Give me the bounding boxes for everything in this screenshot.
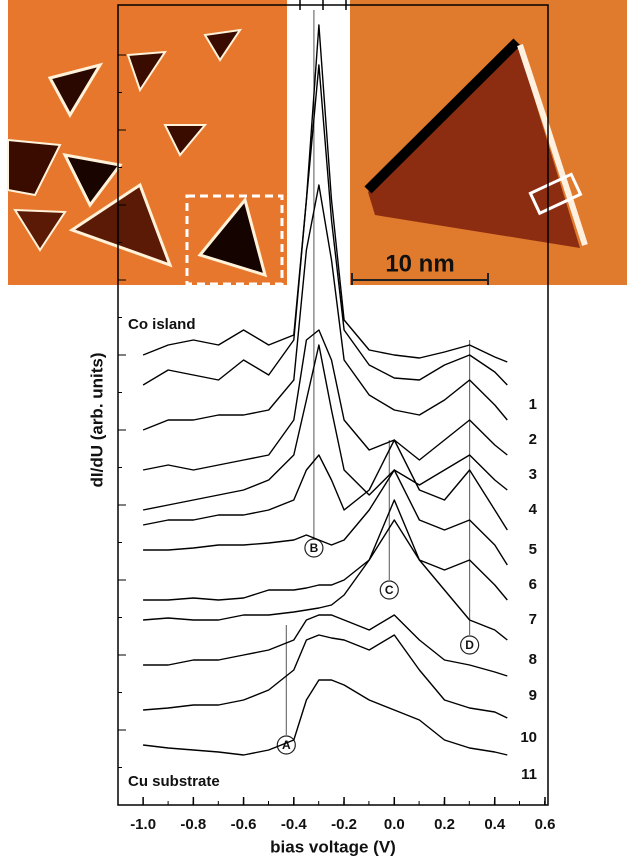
legend-label: 8 [529,651,537,668]
legend-label: 6 [529,576,537,593]
marker-label: A [282,738,291,752]
spectrum-line [143,345,507,510]
spectrum-line [143,520,507,600]
legend-label: 10 [520,729,537,746]
marker-label: D [465,638,474,652]
x-tick-label: 0.4 [484,816,506,833]
scale-bar-label: 10 nm [385,250,454,277]
spectrum-line [143,470,507,565]
annotation: Co island [128,316,196,333]
figure: 10 nm Co island Cu substrate dI/dU (arb.… [0,0,631,859]
x-tick-label: -1.0 [130,816,156,833]
stm-zoom-image: 10 nm [350,0,627,285]
spectrum-line [143,330,507,470]
x-tick-label: 0.0 [384,816,405,833]
x-axis-label: bias voltage (V) [270,837,396,856]
legend-label: 3 [529,466,537,483]
legend-label: 2 [529,431,537,448]
legend-label: 11 [521,766,537,783]
legend-label: 5 [529,541,537,558]
spectrum-line [143,680,507,755]
legend-label: 7 [529,611,537,628]
legend-label: 1 [529,396,537,413]
y-axis-label: dI/dU (arb. units) [87,352,106,487]
x-tick-label: -0.2 [331,816,357,833]
spectrum-line [143,615,507,676]
x-tick-label: 0.6 [535,816,556,833]
x-tick-label: -0.8 [180,816,206,833]
legend-label: 4 [529,501,538,518]
marker-label: B [310,541,319,555]
annotation: Cu substrate [128,773,220,790]
stm-overview-image [8,0,287,285]
spectrum-line [143,500,507,640]
x-tick-label: 0.2 [434,816,455,833]
spectrum-line [143,635,507,718]
spectrum-line [143,440,507,530]
x-tick-label: -0.6 [231,816,257,833]
legend-label: 9 [529,687,537,704]
x-tick-label: -0.4 [281,816,308,833]
marker-label: C [385,583,394,597]
